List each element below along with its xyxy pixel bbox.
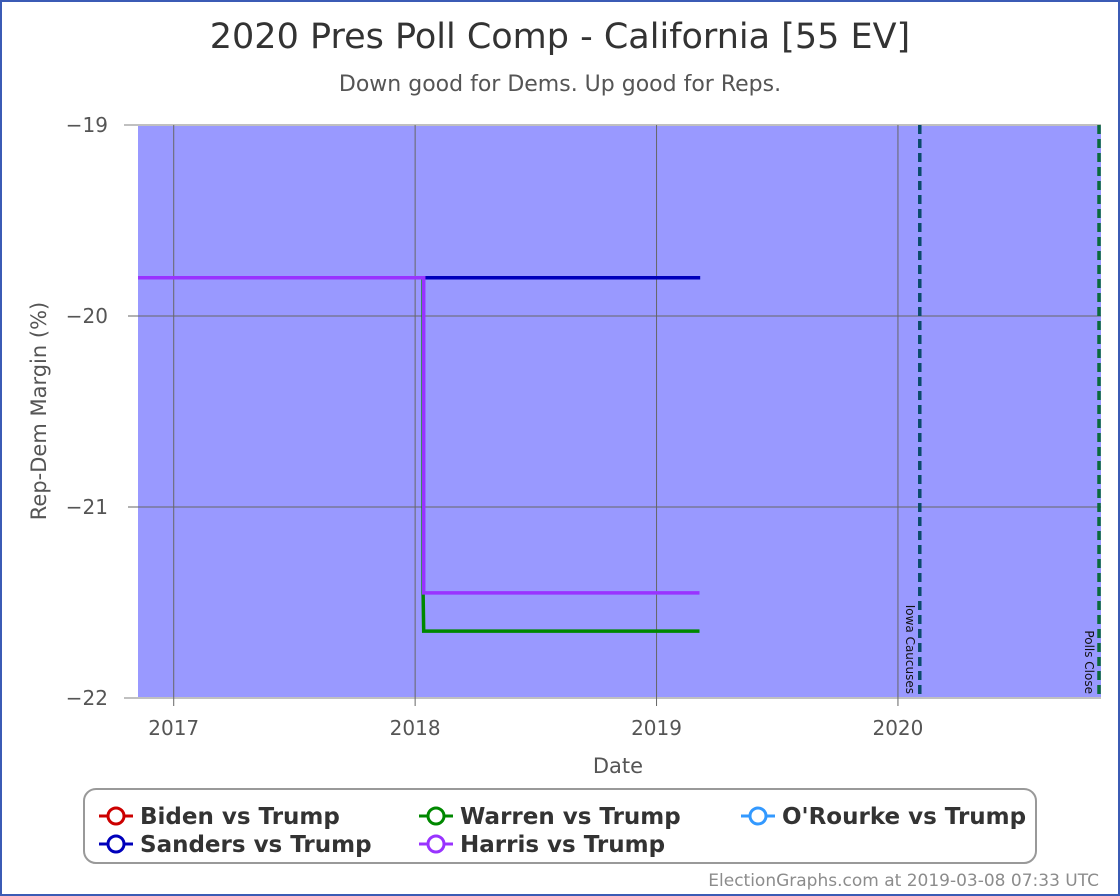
event-marker-label: Iowa Caucuses	[903, 605, 917, 694]
x-tick-label: 2017	[148, 716, 199, 740]
legend-box	[83, 788, 1037, 864]
legend-label: Harris vs Trump	[460, 832, 665, 858]
series-lines	[138, 276, 701, 633]
legend: Biden vs Trump Warren vs Trump O'Rourke vs…	[99, 804, 1026, 858]
legend-swatch-marker	[426, 834, 446, 854]
legend-swatch-marker	[426, 806, 446, 826]
y-axis-title: Rep-Dem Margin (%)	[27, 302, 51, 520]
legend-swatch-marker	[748, 806, 768, 826]
y-tick-label: −19	[66, 113, 108, 137]
legend-item[interactable]: Sanders vs Trump	[99, 832, 372, 858]
x-tick-label: 2018	[390, 716, 441, 740]
gridlines	[124, 124, 1101, 706]
legend-label: Biden vs Trump	[140, 804, 340, 830]
series-line	[138, 276, 700, 595]
event-markers: Iowa Caucuses Polls Close	[903, 125, 1101, 698]
x-tick-label: 2020	[872, 716, 923, 740]
legend-item[interactable]: Warren vs Trump	[419, 804, 681, 830]
legend-item[interactable]: Harris vs Trump	[419, 832, 665, 858]
x-axis-title: Date	[593, 754, 643, 778]
event-marker-label: Polls Close	[1082, 630, 1096, 694]
legend-item[interactable]: Biden vs Trump	[99, 804, 340, 830]
y-tick-label: −21	[66, 495, 108, 519]
chart-title: 2020 Pres Poll Comp - California [55 EV]	[210, 17, 910, 57]
legend-swatch-marker	[106, 834, 126, 854]
y-tick-label: −22	[66, 686, 108, 710]
chart-subtitle: Down good for Dems. Up good for Reps.	[339, 72, 781, 97]
legend-label: Sanders vs Trump	[140, 832, 372, 858]
y-tick-label: −20	[66, 304, 108, 328]
x-tick-label: 2019	[631, 716, 682, 740]
legend-item[interactable]: O'Rourke vs Trump	[741, 804, 1026, 830]
plot-area	[138, 125, 1101, 698]
credit-text: ElectionGraphs.com at 2019-03-08 07:33 U…	[708, 871, 1099, 891]
legend-swatch-marker	[106, 806, 126, 826]
axis-ticks: −19 −20 −21 −22 2017 2018 2019 2020	[66, 113, 924, 740]
legend-label: Warren vs Trump	[460, 804, 681, 830]
legend-label: O'Rourke vs Trump	[782, 804, 1026, 830]
